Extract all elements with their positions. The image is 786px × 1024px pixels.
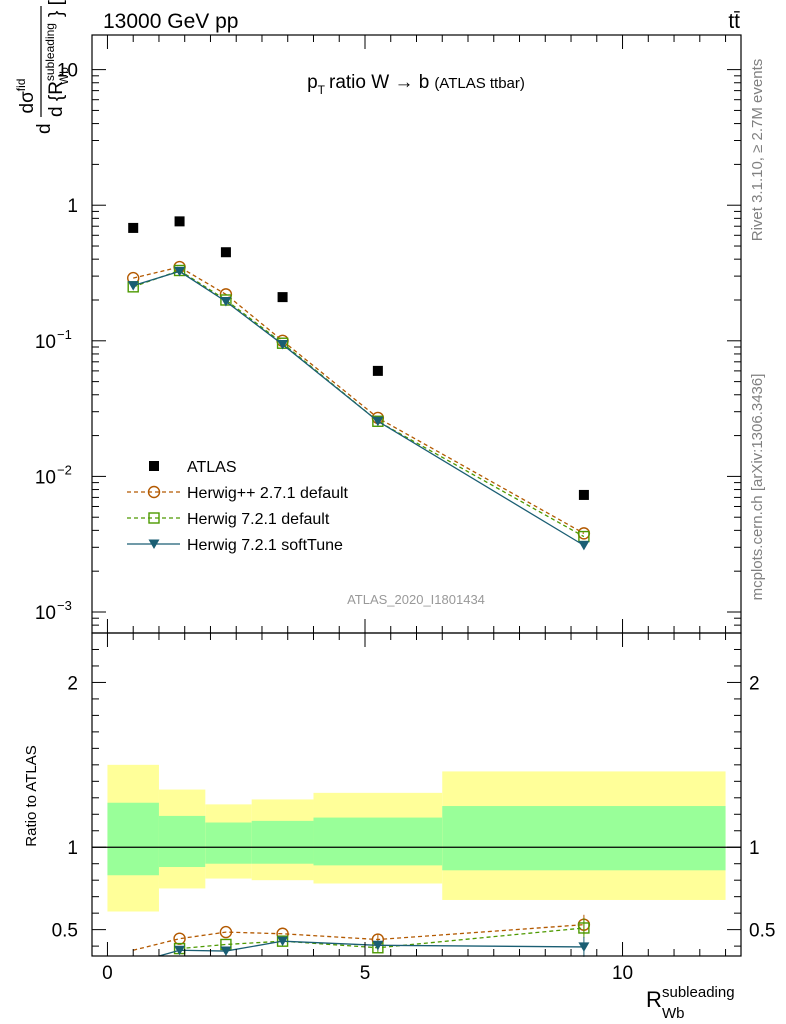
ratio-y-tick-label: 0.5 — [52, 921, 78, 942]
series-line — [133, 270, 585, 546]
ratio-point — [219, 925, 233, 939]
y-tick-label: 10 — [35, 332, 56, 353]
ratio-point — [578, 942, 590, 952]
data-point — [277, 292, 288, 303]
main-plot-title: pT ratio W → b (ATLAS ttbar) — [307, 72, 525, 97]
ratio-y-axis-label: Ratio to ATLAS — [23, 745, 40, 846]
process-label: tt̄ — [728, 10, 740, 33]
data-point — [578, 540, 590, 551]
ratio-plot-data — [133, 914, 591, 957]
ratio-series-line — [158, 940, 584, 957]
x-tick-label: 5 — [360, 963, 371, 984]
y-tick-label-exponent: −2 — [57, 462, 72, 477]
y-tick-label: 1 — [67, 196, 78, 217]
energy-label: 13000 GeV pp — [103, 10, 238, 33]
data-point — [372, 365, 383, 376]
y-tick-label: 10 — [35, 467, 56, 488]
series-herwig-7-2-1-softtune — [127, 266, 590, 551]
legend-marker — [148, 512, 160, 524]
data-point — [128, 222, 139, 233]
legend-marker — [148, 539, 160, 549]
ratio-uncertainty-bands — [92, 764, 741, 912]
y-tick-label-exponent: −1 — [57, 327, 72, 342]
legend: ATLAS Herwig++ 2.7.1 default Herwig 7.2.1 … — [127, 459, 349, 554]
data-point — [220, 247, 231, 258]
ratio-y-tick-label: 2 — [67, 673, 78, 694]
ratio-plot-axes: 0.5 0.5 1 1 2 2 0 5 10 — [52, 632, 775, 984]
legend-entry: Herwig++ 2.7.1 default — [127, 485, 349, 502]
legend-entry: Herwig 7.2.1 default — [127, 511, 330, 528]
series-line — [133, 266, 585, 534]
svg-text:R: R — [646, 987, 662, 1012]
svg-text:dσfid: dσfid — [14, 79, 38, 114]
band-inner — [158, 815, 206, 868]
legend-entry: Herwig 7.2.1 softTune — [127, 537, 343, 554]
band-inner — [107, 802, 159, 876]
ratio-point — [220, 946, 232, 957]
x-axis-label: R subleading Wb — [646, 984, 735, 1022]
data-point — [174, 266, 186, 277]
svg-text:subleading: subleading — [662, 984, 735, 1001]
band-inner — [442, 806, 726, 871]
ratio-point — [174, 945, 186, 956]
data-point — [127, 281, 139, 291]
data-point — [277, 339, 289, 350]
ratio-point — [578, 922, 590, 934]
ratio-series-line — [179, 927, 584, 950]
band-inner — [251, 820, 314, 864]
svg-text:Wb: Wb — [662, 1005, 685, 1022]
ratio-series-line — [133, 924, 584, 951]
svg-text:d {RsubleadingWb} [pb]: d {RsubleadingWb} [pb] — [43, 0, 71, 117]
legend-entry: ATLAS — [149, 459, 237, 476]
data-point — [174, 216, 185, 227]
legend-marker — [149, 461, 159, 471]
x-tick-label: 10 — [612, 963, 633, 984]
ratio-plot: 0.5 0.5 1 1 2 2 0 5 10 Ratio to ATLAS — [23, 632, 775, 984]
y-tick-label: 10 — [57, 61, 78, 82]
rivet-label: Rivet 3.1.10, ≥ 2.7M events — [749, 59, 766, 242]
ratio-series-herwig-7-2-1-softtune — [158, 936, 590, 957]
legend-label: Herwig 7.2.1 softTune — [187, 537, 343, 554]
ratio-y-tick-label: 1 — [67, 838, 78, 859]
legend-label: Herwig++ 2.7.1 default — [187, 485, 349, 502]
main-plot-data — [127, 216, 591, 551]
ratio-y-tick-label-right: 1 — [749, 838, 760, 859]
mcplots-label: mcplots.cern.ch [arXiv:1306.3436] — [749, 374, 766, 601]
data-point — [578, 489, 589, 500]
y-tick-label: 10 — [35, 603, 56, 624]
data-point — [220, 296, 232, 307]
svg-text:d: d — [34, 123, 55, 134]
data-point — [372, 416, 384, 427]
ratio-point — [372, 940, 384, 951]
series-atlas — [128, 216, 589, 500]
series-herwig-7-2-1-default — [127, 264, 590, 543]
band-inner — [205, 822, 252, 864]
x-tick-label: 0 — [102, 963, 113, 984]
ratio-y-tick-label-right: 2 — [749, 673, 760, 694]
series-line — [132, 269, 585, 538]
ratio-point — [277, 936, 289, 947]
y-tick-label-exponent: −3 — [57, 598, 72, 613]
ratio-y-tick-label-right: 0.5 — [749, 921, 775, 942]
band-inner — [313, 817, 443, 866]
legend-marker — [147, 485, 161, 499]
analysis-label: ATLAS_2020_I1801434 — [347, 592, 485, 607]
legend-label: ATLAS — [187, 459, 237, 476]
legend-label: Herwig 7.2.1 default — [187, 511, 330, 528]
